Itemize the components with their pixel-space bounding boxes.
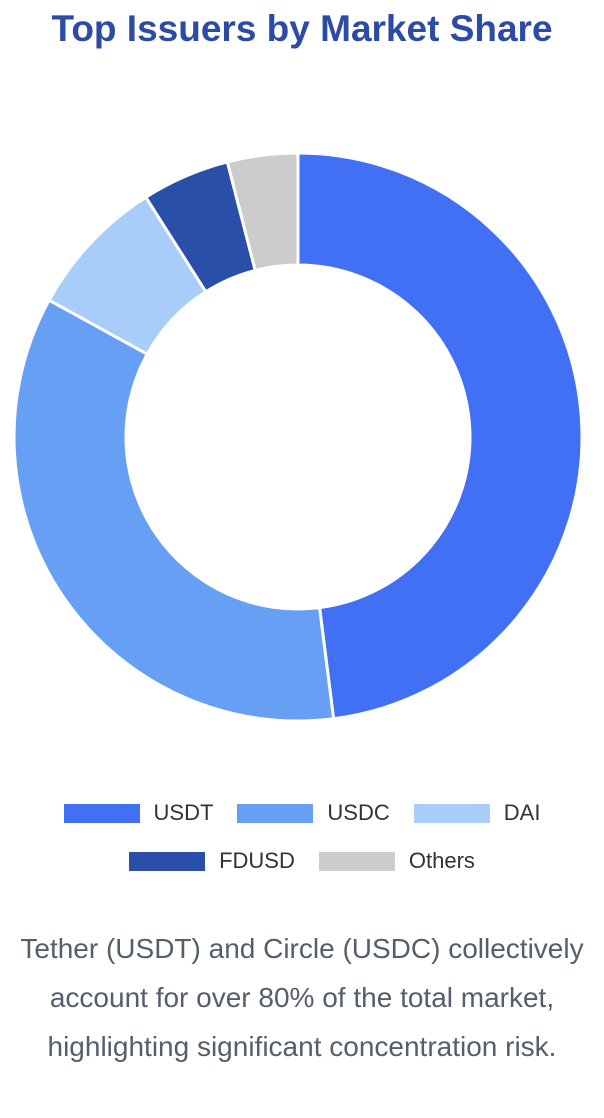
- legend-swatch: [413, 803, 490, 823]
- legend-label: FDUSD: [219, 848, 295, 873]
- legend-label: Others: [408, 848, 475, 873]
- chart-title: Top Issuers by Market Share: [51, 8, 553, 49]
- legend-label: DAI: [503, 800, 541, 825]
- legend-item: DAI: [413, 800, 541, 826]
- legend-item: FDUSD: [129, 848, 295, 874]
- caption: Tether (USDT) and Circle (USDC) collecti…: [20, 933, 584, 1062]
- donut-slice: [296, 151, 584, 721]
- legend-label: USDC: [327, 800, 390, 825]
- legend-label: USDT: [153, 800, 214, 825]
- legend-swatch: [129, 851, 206, 871]
- donut-slice: [12, 298, 336, 723]
- legend-item: USDC: [237, 800, 390, 826]
- donut-slice: [225, 151, 300, 273]
- legend-swatch: [63, 803, 140, 823]
- legend: USDT USDC DAI FDUSD Others: [42, 800, 562, 874]
- donut-chart: [12, 151, 584, 723]
- legend-swatch: [237, 803, 314, 823]
- legend-item: USDT: [63, 800, 214, 826]
- legend-item: Others: [318, 848, 475, 874]
- legend-swatch: [318, 851, 395, 871]
